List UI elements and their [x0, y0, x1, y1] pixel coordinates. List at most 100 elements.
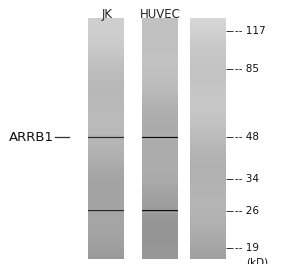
Bar — [88, 163, 124, 164]
Bar — [190, 40, 226, 41]
Bar — [88, 95, 124, 96]
Text: -- 85: -- 85 — [235, 64, 259, 74]
Bar — [142, 148, 178, 149]
Bar — [88, 214, 124, 215]
Bar — [88, 86, 124, 87]
Bar — [142, 156, 178, 157]
Bar — [88, 34, 124, 35]
Bar — [190, 201, 226, 202]
Bar — [142, 226, 178, 227]
Bar — [190, 141, 226, 142]
Bar — [190, 216, 226, 217]
Bar — [88, 205, 124, 206]
Bar — [190, 108, 226, 109]
Bar — [142, 160, 178, 161]
Bar — [88, 45, 124, 46]
Bar — [142, 101, 178, 102]
Bar — [142, 130, 178, 131]
Bar — [88, 40, 124, 41]
Bar — [190, 242, 226, 243]
Bar — [142, 118, 178, 119]
Bar — [190, 121, 226, 122]
Bar — [142, 30, 178, 31]
Bar — [88, 231, 124, 232]
Bar — [142, 63, 178, 64]
Bar — [190, 233, 226, 234]
Bar — [190, 72, 226, 73]
Bar — [88, 143, 124, 144]
Bar — [142, 131, 178, 132]
Bar — [142, 107, 178, 108]
Bar — [190, 148, 226, 149]
Bar — [88, 26, 124, 27]
Bar — [142, 114, 178, 115]
Bar — [142, 235, 178, 236]
Bar — [190, 84, 226, 85]
Bar — [88, 140, 124, 141]
Bar — [142, 177, 178, 178]
Bar — [142, 119, 178, 120]
Bar — [190, 188, 226, 189]
Bar — [88, 49, 124, 50]
Bar — [190, 69, 226, 70]
Bar — [88, 175, 124, 176]
Bar — [142, 83, 178, 84]
Bar — [190, 180, 226, 181]
Bar — [88, 58, 124, 59]
Bar — [88, 129, 124, 130]
Bar — [142, 165, 178, 166]
Bar — [88, 159, 124, 160]
Bar — [88, 69, 124, 70]
Bar — [190, 58, 226, 59]
Bar — [190, 221, 226, 222]
Bar — [190, 255, 226, 256]
Bar — [142, 187, 178, 188]
Bar — [88, 176, 124, 177]
Bar — [88, 217, 124, 218]
Bar — [88, 93, 124, 94]
Bar — [88, 77, 124, 78]
Bar — [142, 35, 178, 36]
Bar — [190, 18, 226, 19]
Bar — [142, 232, 178, 233]
Bar — [190, 230, 226, 231]
Bar — [88, 154, 124, 155]
Bar — [142, 39, 178, 40]
Bar — [190, 26, 226, 27]
Bar — [142, 19, 178, 20]
Bar — [190, 215, 226, 216]
Bar — [142, 193, 178, 194]
Bar — [190, 173, 226, 174]
Bar — [88, 50, 124, 51]
Bar — [142, 205, 178, 206]
Bar — [190, 75, 226, 76]
Bar — [142, 218, 178, 219]
Bar — [190, 130, 226, 131]
Bar — [142, 240, 178, 241]
Bar — [88, 79, 124, 80]
Bar — [142, 229, 178, 230]
Bar — [142, 163, 178, 164]
Bar — [142, 125, 178, 126]
Bar — [142, 191, 178, 192]
Bar — [190, 96, 226, 97]
Bar — [88, 55, 124, 56]
Bar — [190, 146, 226, 147]
Bar — [142, 171, 178, 172]
Bar — [88, 204, 124, 205]
Bar — [142, 49, 178, 50]
Bar — [142, 224, 178, 225]
Bar — [190, 193, 226, 194]
Bar — [142, 47, 178, 48]
Bar — [88, 56, 124, 57]
Bar — [142, 33, 178, 34]
Bar — [142, 219, 178, 220]
Bar — [88, 185, 124, 186]
Bar — [142, 172, 178, 173]
Bar — [88, 125, 124, 126]
Bar — [88, 138, 124, 139]
Bar — [88, 124, 124, 125]
Bar — [142, 64, 178, 65]
Bar — [190, 228, 226, 229]
Bar — [88, 42, 124, 43]
